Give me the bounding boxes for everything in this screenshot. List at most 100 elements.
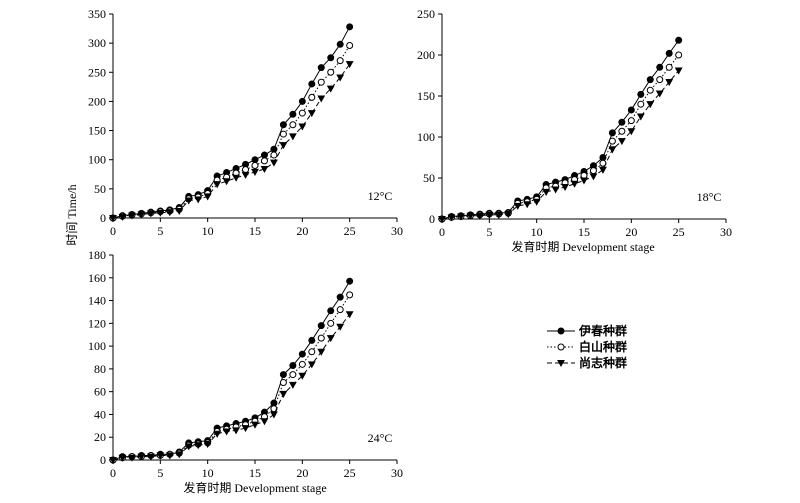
data-point xyxy=(288,381,297,389)
y-tick-label: 20 xyxy=(94,430,106,444)
legend-label: 伊春种群 xyxy=(578,323,627,338)
data-point xyxy=(504,211,513,219)
data-point xyxy=(346,291,354,299)
data-point xyxy=(251,156,259,164)
data-point xyxy=(475,212,484,220)
data-point xyxy=(128,454,136,462)
data-point xyxy=(346,41,354,49)
figure-xlabel-bottom: 发育时期 Development stage xyxy=(183,480,326,495)
data-point xyxy=(109,214,117,223)
data-point xyxy=(137,453,146,461)
data-point xyxy=(289,121,297,129)
data-point xyxy=(308,80,316,88)
data-point xyxy=(109,456,117,465)
data-point xyxy=(326,335,335,343)
figure-xlabel-top-right: 发育时期 Development stage xyxy=(511,239,654,254)
data-point xyxy=(175,207,184,216)
data-point xyxy=(270,411,278,419)
y-tick-label: 100 xyxy=(88,153,106,167)
data-point xyxy=(279,142,288,150)
data-point xyxy=(326,85,335,93)
x-tick-label: 25 xyxy=(344,224,356,238)
data-point xyxy=(438,215,446,224)
legend-marker xyxy=(557,327,565,335)
x-tick-label: 30 xyxy=(391,224,403,238)
data-point xyxy=(636,113,645,121)
data-point xyxy=(317,322,325,330)
y-tick-label: 150 xyxy=(417,89,435,103)
data-point xyxy=(646,101,655,109)
data-point xyxy=(608,137,616,145)
data-point xyxy=(646,76,654,84)
data-point xyxy=(298,360,306,368)
x-tick-label: 20 xyxy=(296,224,308,238)
data-point xyxy=(118,213,127,221)
data-point xyxy=(279,130,287,138)
x-tick-label: 15 xyxy=(249,466,261,480)
x-tick-label: 5 xyxy=(157,466,163,480)
data-point xyxy=(232,174,240,182)
chart-panel-24c: 0 5 10 15 20 25 30 0 20 40 60 80 100 120 140 160 180 24°C xyxy=(88,248,403,480)
series-line-3 xyxy=(112,313,351,461)
data-point xyxy=(317,348,326,356)
data-point xyxy=(251,168,259,176)
data-point xyxy=(213,430,222,438)
data-point xyxy=(298,350,306,358)
data-point xyxy=(336,57,344,65)
y-tick-label: 200 xyxy=(417,48,435,62)
data-point xyxy=(327,319,335,327)
data-point xyxy=(260,418,269,426)
data-point xyxy=(317,95,326,103)
y-tick-label: 40 xyxy=(94,407,106,421)
data-point xyxy=(241,171,250,179)
series-line-1 xyxy=(112,280,351,461)
data-point xyxy=(665,63,673,71)
data-point xyxy=(637,90,645,98)
series-line-3 xyxy=(441,70,680,220)
data-point xyxy=(165,452,174,460)
data-point xyxy=(336,40,344,48)
x-tick-label: 20 xyxy=(625,225,637,239)
x-tick-label: 0 xyxy=(110,466,116,480)
data-point xyxy=(327,68,335,76)
x-tick-label: 5 xyxy=(486,225,492,239)
data-point xyxy=(251,421,259,429)
data-point xyxy=(655,90,664,98)
data-point xyxy=(457,213,465,221)
data-point xyxy=(270,151,278,159)
temperature-label: 12°C xyxy=(368,189,393,203)
legend-marker xyxy=(557,343,565,351)
y-tick-label: 200 xyxy=(88,94,106,108)
temperature-label: 24°C xyxy=(368,431,393,445)
data-point xyxy=(327,307,335,315)
data-point xyxy=(674,67,683,75)
data-point xyxy=(289,361,297,369)
series-line-2 xyxy=(112,45,351,219)
data-point xyxy=(232,427,240,435)
y-tick-label: 100 xyxy=(88,339,106,353)
y-tick-label: 180 xyxy=(88,248,106,262)
x-tick-label: 0 xyxy=(110,224,116,238)
data-point xyxy=(317,334,325,342)
data-point xyxy=(270,159,278,167)
data-point xyxy=(279,390,288,398)
y-tick-label: 350 xyxy=(88,7,106,21)
data-point xyxy=(656,76,664,84)
y-tick-label: 300 xyxy=(88,36,106,50)
data-point xyxy=(308,93,316,101)
data-point xyxy=(345,311,354,319)
y-tick-label: 100 xyxy=(417,130,435,144)
chart-panel-18c: 0 5 10 15 20 25 30 0 50 100 150 200 250 18°C xyxy=(417,7,732,239)
data-point xyxy=(618,118,626,126)
x-tick-label: 10 xyxy=(202,224,214,238)
y-tick-label: 60 xyxy=(94,385,106,399)
data-point xyxy=(656,63,664,71)
data-point xyxy=(345,61,354,69)
data-point xyxy=(494,211,503,219)
data-point xyxy=(298,372,307,380)
data-point xyxy=(213,181,222,189)
y-tick-label: 250 xyxy=(417,7,435,21)
data-point xyxy=(241,425,250,433)
